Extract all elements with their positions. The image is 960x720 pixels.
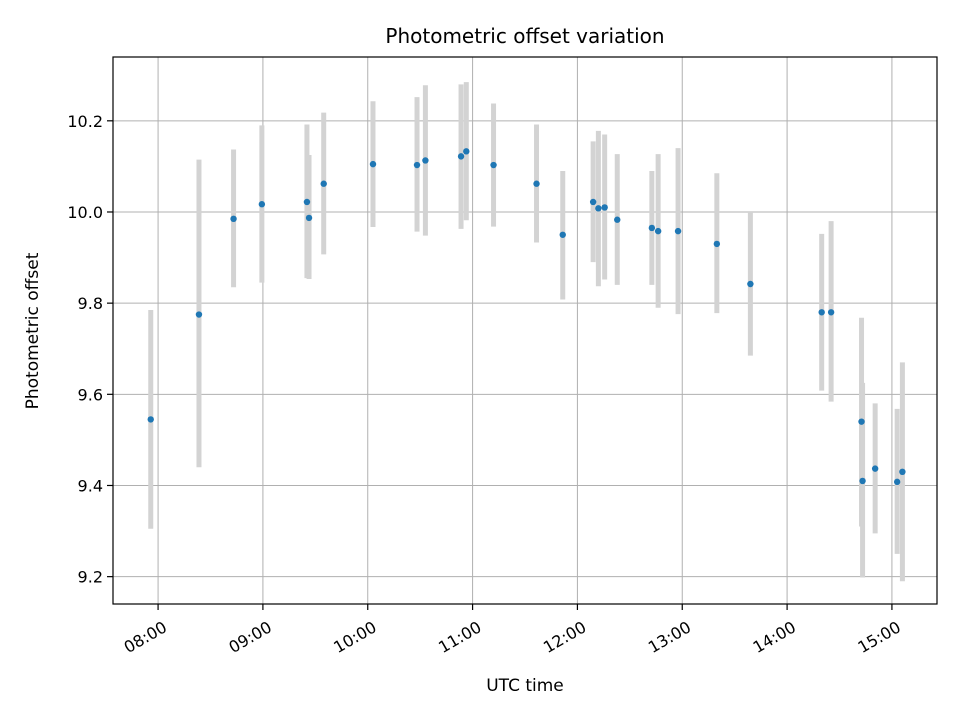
data-point xyxy=(614,216,621,223)
data-point xyxy=(305,214,313,222)
data-point xyxy=(422,157,429,164)
y-tick-label: 9.2 xyxy=(78,568,103,587)
data-point xyxy=(230,215,237,223)
data-point xyxy=(369,160,377,168)
plot-area-frame xyxy=(112,56,938,605)
data-point xyxy=(818,309,825,316)
data-point xyxy=(747,280,754,288)
data-point xyxy=(490,161,497,169)
data-point xyxy=(859,477,866,485)
data-point xyxy=(303,198,311,206)
y-axis: 9.2 9.4 9.6 9.8 10.0 10.2 xyxy=(67,112,113,587)
y-tick-label: 10.2 xyxy=(67,112,103,131)
data-point xyxy=(713,240,721,248)
x-axis-label: UTC time xyxy=(486,676,564,696)
data-point xyxy=(533,180,540,187)
data-point xyxy=(654,227,662,235)
data-point xyxy=(601,204,608,211)
y-tick-label: 10.0 xyxy=(67,203,103,222)
data-point xyxy=(674,227,682,235)
data-markers xyxy=(147,148,906,486)
data-point xyxy=(589,198,597,206)
data-point xyxy=(893,478,901,486)
data-point xyxy=(559,231,566,238)
data-point xyxy=(463,148,470,155)
y-tick-label: 9.6 xyxy=(78,385,103,404)
y-tick-label: 9.8 xyxy=(78,294,103,313)
y-tick-label: 9.4 xyxy=(78,476,103,495)
data-point xyxy=(858,418,865,425)
data-point xyxy=(648,224,656,232)
chart-title: Photometric offset variation xyxy=(385,24,664,48)
data-point xyxy=(827,309,835,316)
data-point xyxy=(871,465,879,472)
data-point xyxy=(258,201,266,208)
data-point xyxy=(457,153,465,160)
data-point xyxy=(147,416,154,423)
y-axis-label: Photometric offset xyxy=(23,252,43,409)
data-point xyxy=(899,468,906,476)
data-point xyxy=(595,205,602,212)
data-point xyxy=(413,161,421,169)
data-point xyxy=(320,180,327,187)
data-point xyxy=(195,311,203,318)
grid xyxy=(113,57,937,604)
